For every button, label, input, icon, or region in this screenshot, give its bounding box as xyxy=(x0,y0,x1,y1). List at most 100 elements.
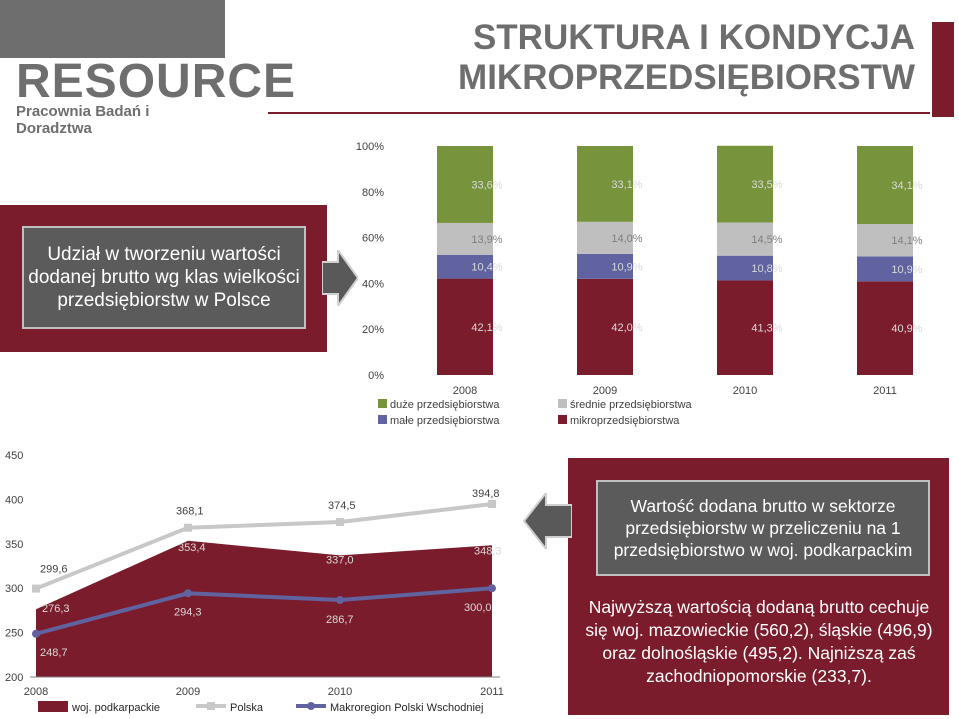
line-y-tick-label: 200 xyxy=(5,672,23,684)
bar-data-label: 40,9% xyxy=(891,323,922,335)
bar-data-label: 14,0% xyxy=(611,233,642,245)
bar-segment xyxy=(437,278,493,375)
line-legend-swatch xyxy=(38,701,68,712)
bar-segment xyxy=(437,254,493,279)
bar-y-tick-label: 20% xyxy=(362,324,384,336)
title-underline xyxy=(268,112,930,114)
bar-data-label: 42,0% xyxy=(611,322,642,334)
bar-legend-swatch xyxy=(378,399,387,408)
bar-segment xyxy=(577,253,633,279)
line-data-label: 286,7 xyxy=(326,614,354,626)
bar-segment xyxy=(857,146,913,225)
line-data-label: 299,6 xyxy=(40,564,68,576)
bar-legend-swatch xyxy=(558,399,567,408)
bar-segment xyxy=(717,222,773,256)
area-data-label: 353,4 xyxy=(178,542,206,554)
line-marker xyxy=(488,500,496,509)
bar-data-label: 33,1% xyxy=(611,179,642,191)
line-x-tick-label: 2010 xyxy=(328,686,352,698)
bar-y-tick-label: 0% xyxy=(368,370,384,382)
line-marker xyxy=(32,584,40,593)
left-panel-text: Udział w tworzeniu wartości dodanej brut… xyxy=(22,226,306,329)
area-woj-podkarpackie xyxy=(36,540,492,677)
line-x-tick-label: 2008 xyxy=(24,686,48,698)
line-data-label: 394,8 xyxy=(472,488,500,500)
bar-segment xyxy=(437,222,493,255)
line-marker xyxy=(336,596,344,605)
bar-segment xyxy=(437,146,493,223)
bar-segment xyxy=(717,255,773,281)
bar-data-label: 10,8% xyxy=(751,263,782,275)
logo: RESOURCE Pracownia Badań i Doradztwa xyxy=(0,0,295,137)
bar-y-tick-label: 100% xyxy=(356,141,384,153)
logo-band xyxy=(0,0,225,58)
bar-data-label: 14,5% xyxy=(751,234,782,246)
line-legend-label: Polska xyxy=(230,702,264,714)
bar-x-tick-label: 2010 xyxy=(733,385,757,397)
line-marker xyxy=(336,518,344,527)
line-data-label: 368,1 xyxy=(176,506,204,518)
logo-subtitle: Pracownia Badań i Doradztwa xyxy=(16,103,150,137)
bar-data-label: 14,1% xyxy=(891,235,922,247)
line-legend-label: Makroregion Polski Wschodniej xyxy=(330,702,483,714)
bar-data-label: 10,9% xyxy=(891,264,922,276)
right-arrow-icon xyxy=(322,250,358,306)
line-legend-marker xyxy=(307,702,315,710)
line-legend-label: woj. podkarpackie xyxy=(71,702,160,714)
bar-legend-label: średnie przedsiębiorstwa xyxy=(570,399,693,411)
line-y-tick-label: 350 xyxy=(5,539,23,551)
bar-data-label: 13,9% xyxy=(471,234,502,246)
bar-legend-label: małe przedsiębiorstwa xyxy=(390,415,500,427)
area-data-label: 348,3 xyxy=(474,545,502,557)
line-marker xyxy=(32,629,40,638)
left-arrow-icon xyxy=(522,493,572,549)
bar-segment xyxy=(857,224,913,257)
bar-data-label: 34,1% xyxy=(891,180,922,192)
line-y-tick-label: 300 xyxy=(5,583,23,595)
bar-data-label: 41,3% xyxy=(751,323,782,335)
bar-y-tick-label: 80% xyxy=(362,187,384,199)
area-data-label: 337,0 xyxy=(326,554,354,566)
logo-text: RESOURCE xyxy=(16,55,297,108)
bar-data-label: 42,1% xyxy=(471,322,502,334)
line-polska xyxy=(35,502,493,591)
bar-segment xyxy=(857,256,913,282)
line-x-tick-label: 2009 xyxy=(176,686,200,698)
line-marker xyxy=(488,584,496,593)
bar-segment xyxy=(857,281,913,375)
line-legend-marker xyxy=(207,702,215,710)
bar-segment xyxy=(577,278,633,375)
line-y-tick-label: 400 xyxy=(5,494,23,506)
bar-data-label: 33,5% xyxy=(751,179,782,191)
bar-segment xyxy=(717,145,773,223)
line-data-label: 294,3 xyxy=(174,606,202,618)
line-marker xyxy=(184,589,192,598)
bar-data-label: 33,6% xyxy=(471,179,502,191)
bar-legend-swatch xyxy=(558,415,567,424)
right-panel-box-text: Wartość dodana brutto w sektorze przedsi… xyxy=(596,480,930,576)
bar-data-label: 10,4% xyxy=(471,262,502,274)
line-marker xyxy=(184,523,192,532)
bar-y-tick-label: 40% xyxy=(362,278,384,290)
bar-legend-label: mikroprzedsiębiorstwa xyxy=(570,415,680,427)
area-data-label: 276,3 xyxy=(42,603,70,615)
bar-legend-label: duże przedsiębiorstwa xyxy=(390,399,500,411)
line-data-label: 248,7 xyxy=(40,647,68,659)
page-title: STRUKTURA I KONDYCJA MIKROPRZEDSIĘBIORST… xyxy=(458,18,915,97)
title-accent-bar xyxy=(932,22,954,117)
bar-x-tick-label: 2009 xyxy=(593,385,617,397)
bar-segment xyxy=(577,146,633,222)
line-makroregion xyxy=(35,586,493,636)
bar-segment xyxy=(717,280,773,375)
line-y-tick-label: 450 xyxy=(5,450,23,462)
bar-segment xyxy=(577,221,633,254)
bar-y-tick-label: 60% xyxy=(362,233,384,245)
line-x-tick-label: 2011 xyxy=(480,686,504,698)
line-y-tick-label: 250 xyxy=(5,628,23,640)
bar-data-label: 10,9% xyxy=(611,261,642,273)
bar-x-tick-label: 2011 xyxy=(873,385,897,397)
bar-x-tick-label: 2008 xyxy=(453,385,477,397)
right-panel-body-text: Najwyższą wartością dodaną brutto cechuj… xyxy=(585,597,933,686)
